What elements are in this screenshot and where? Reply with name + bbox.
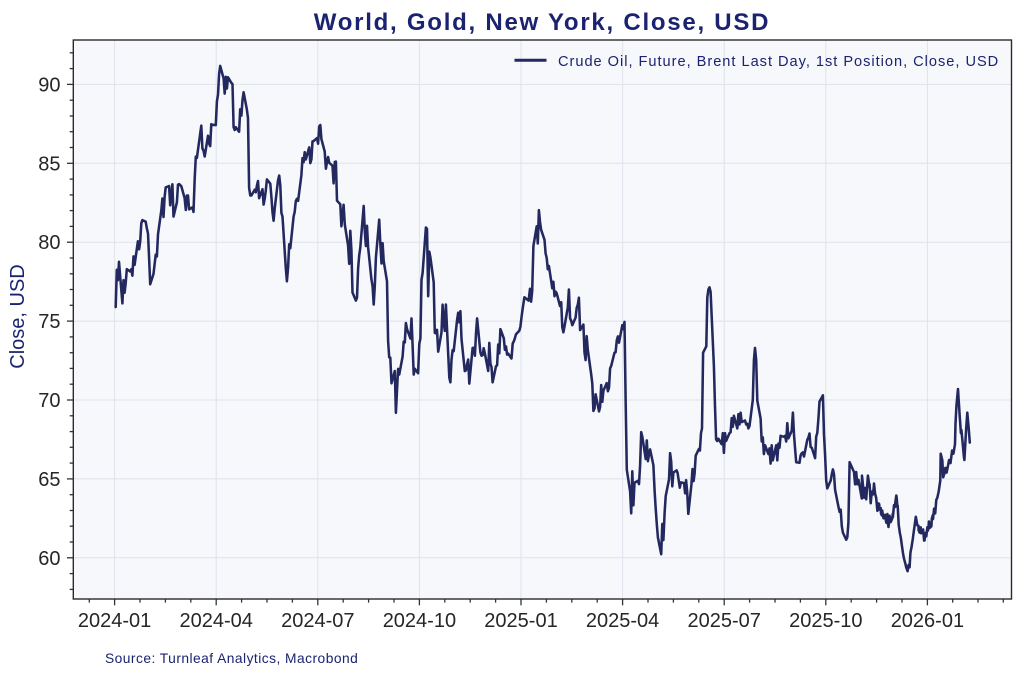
svg-text:2024-07: 2024-07 bbox=[281, 610, 354, 632]
svg-text:80: 80 bbox=[38, 232, 60, 254]
svg-text:70: 70 bbox=[38, 390, 60, 412]
svg-text:2025-04: 2025-04 bbox=[586, 610, 659, 632]
svg-text:2024-01: 2024-01 bbox=[78, 610, 151, 632]
svg-text:2025-07: 2025-07 bbox=[687, 610, 760, 632]
svg-text:2025-01: 2025-01 bbox=[484, 610, 557, 632]
svg-text:75: 75 bbox=[38, 311, 60, 333]
svg-text:Close, USD: Close, USD bbox=[7, 264, 29, 368]
svg-text:Source: Turnleaf Analytics, Ma: Source: Turnleaf Analytics, Macrobond bbox=[105, 651, 358, 666]
svg-text:Crude Oil, Future, Brent Last: Crude Oil, Future, Brent Last Day, 1st P… bbox=[558, 54, 999, 70]
svg-text:85: 85 bbox=[38, 153, 60, 175]
svg-text:2025-10: 2025-10 bbox=[789, 610, 862, 632]
svg-text:2024-10: 2024-10 bbox=[383, 610, 456, 632]
svg-text:65: 65 bbox=[38, 469, 60, 491]
svg-text:60: 60 bbox=[38, 548, 60, 570]
svg-text:2026-01: 2026-01 bbox=[891, 610, 964, 632]
svg-text:2024-04: 2024-04 bbox=[179, 610, 252, 632]
svg-text:World, Gold, New York, Close,: World, Gold, New York, Close, USD bbox=[314, 9, 770, 36]
svg-text:90: 90 bbox=[38, 74, 60, 96]
